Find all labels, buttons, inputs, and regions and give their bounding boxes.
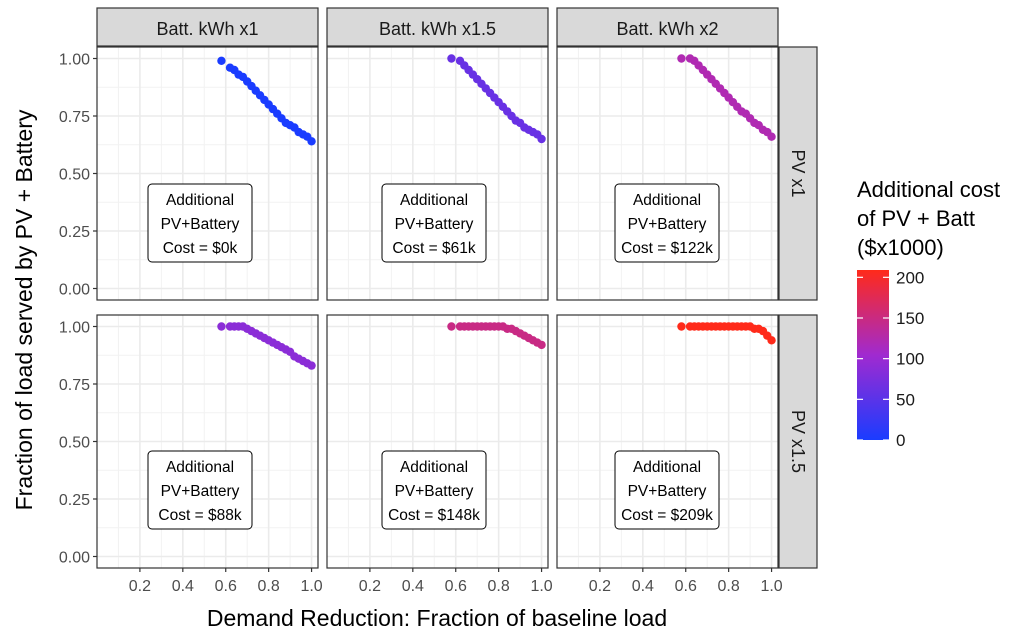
- cost-annotation-text: Cost = $209k: [621, 507, 713, 524]
- data-point: [767, 132, 776, 141]
- panel-border: [326, 46, 549, 301]
- data-point: [307, 137, 316, 146]
- column-facet-strip: [556, 7, 779, 47]
- y-tick-label: 0.50: [59, 435, 90, 452]
- y-tick-label: 0.25: [59, 224, 90, 241]
- legend-tick-label: 0: [896, 431, 905, 450]
- cost-annotation-text: PV+Battery: [161, 216, 240, 233]
- cost-annotation-text: Additional: [633, 192, 701, 209]
- data-point: [537, 134, 546, 144]
- column-facet-strip: [326, 7, 549, 47]
- x-tick-label: 0.2: [359, 578, 381, 595]
- row-facet-label: PV x1: [788, 149, 808, 197]
- x-tick-label: 0.6: [675, 578, 697, 595]
- y-axis-title: Fraction of load served by PV + Battery: [11, 109, 37, 510]
- legend-title: ($x1000): [857, 235, 944, 260]
- row-facet-label: PV x1.5: [788, 410, 808, 473]
- x-tick-label: 0.4: [632, 578, 654, 595]
- facet-panel: Additional PV+Battery Cost = $88k: [96, 314, 319, 569]
- x-tick-label: 0.2: [589, 578, 611, 595]
- column-facet-label: Batt. kWh x1.5: [379, 19, 496, 39]
- facet-panel: Additional PV+Battery Cost = $122k: [556, 46, 779, 301]
- x-tick-label: 0.2: [129, 578, 151, 595]
- data-point: [677, 322, 686, 331]
- y-tick-label: 0.50: [59, 167, 90, 184]
- cost-annotation-box: [381, 183, 487, 263]
- cost-annotation-text: PV+Battery: [628, 483, 707, 500]
- cost-annotation-text: PV+Battery: [628, 216, 707, 233]
- cost-annotation-text: Additional: [400, 459, 468, 476]
- cost-annotation-text: Cost = $0k: [163, 240, 238, 257]
- x-tick-label: 0.4: [402, 578, 424, 595]
- cost-annotation-box: [614, 183, 720, 263]
- color-legend: Additional cost of PV + Batt ($x1000) 0 50 10…: [857, 177, 1000, 450]
- x-tick-label: 1.0: [530, 578, 552, 595]
- cost-annotation-text: Additional: [166, 192, 234, 209]
- legend-colorbar: [857, 270, 889, 440]
- data-point: [447, 322, 456, 331]
- row-facet-strip: [778, 314, 818, 569]
- cost-annotation-box: [614, 450, 720, 530]
- cost-annotation-text: Additional: [166, 459, 234, 476]
- data-point: [217, 322, 226, 331]
- y-tick-label: 1.00: [59, 52, 90, 69]
- legend-title: of PV + Batt: [857, 206, 975, 231]
- row-facet-strip: [778, 46, 818, 301]
- legend-tick-label: 50: [896, 390, 915, 409]
- data-point: [447, 54, 456, 63]
- x-tick-label: 0.8: [488, 578, 510, 595]
- column-facet-label: Batt. kWh x2: [616, 19, 718, 39]
- facet-panel: Additional PV+Battery Cost = $61k: [326, 46, 549, 301]
- facet-panel: Additional PV+Battery Cost = $148k: [326, 314, 549, 569]
- cost-annotation-text: Cost = $61k: [392, 240, 475, 257]
- cost-annotation-text: Additional: [633, 459, 701, 476]
- x-tick-label: 0.8: [718, 578, 740, 595]
- cost-annotation-text: Cost = $122k: [621, 240, 713, 257]
- cost-annotation-text: Additional: [400, 192, 468, 209]
- legend-tick-label: 150: [896, 309, 924, 328]
- cost-annotation-box: [381, 450, 487, 530]
- y-tick-label: 1.00: [59, 320, 90, 337]
- y-tick-label: 0.25: [59, 492, 90, 509]
- x-tick-label: 0.6: [445, 578, 467, 595]
- data-point: [307, 361, 316, 370]
- x-tick-label: 1.0: [300, 578, 322, 595]
- column-facet-label: Batt. kWh x1: [156, 19, 258, 39]
- y-tick-label: 0.75: [59, 109, 90, 126]
- x-tick-label: 0.6: [215, 578, 237, 595]
- cost-annotation-text: Cost = $88k: [158, 507, 241, 524]
- cost-annotation-box: [147, 450, 253, 530]
- legend-title: Additional cost: [857, 177, 1000, 202]
- legend-tick-label: 100: [896, 350, 924, 369]
- facet-panel: Additional PV+Battery Cost = $209k: [556, 314, 779, 569]
- y-tick-label: 0.75: [59, 377, 90, 394]
- data-point: [677, 54, 686, 63]
- cost-annotation-text: PV+Battery: [395, 216, 474, 233]
- x-axis-title: Demand Reduction: Fraction of baseline l…: [207, 605, 667, 631]
- y-tick-label: 0.00: [59, 550, 90, 567]
- x-tick-label: 0.8: [258, 578, 280, 595]
- x-tick-label: 1.0: [760, 578, 782, 595]
- cost-annotation-text: Cost = $148k: [388, 507, 480, 524]
- cost-annotation-text: PV+Battery: [395, 483, 474, 500]
- panel-border: [556, 314, 779, 569]
- data-point: [217, 56, 226, 65]
- panel-border: [326, 314, 549, 569]
- facet-panel: Additional PV+Battery Cost = $0k: [96, 46, 319, 301]
- cost-annotation-box: [147, 183, 253, 263]
- data-point: [767, 336, 776, 345]
- cost-annotation-text: PV+Battery: [161, 483, 240, 500]
- y-tick-label: 0.00: [59, 282, 90, 299]
- panel-border: [556, 46, 779, 301]
- data-point: [537, 340, 546, 350]
- legend-tick-label: 200: [896, 268, 924, 287]
- column-facet-strip: [96, 7, 319, 47]
- x-tick-label: 0.4: [172, 578, 194, 595]
